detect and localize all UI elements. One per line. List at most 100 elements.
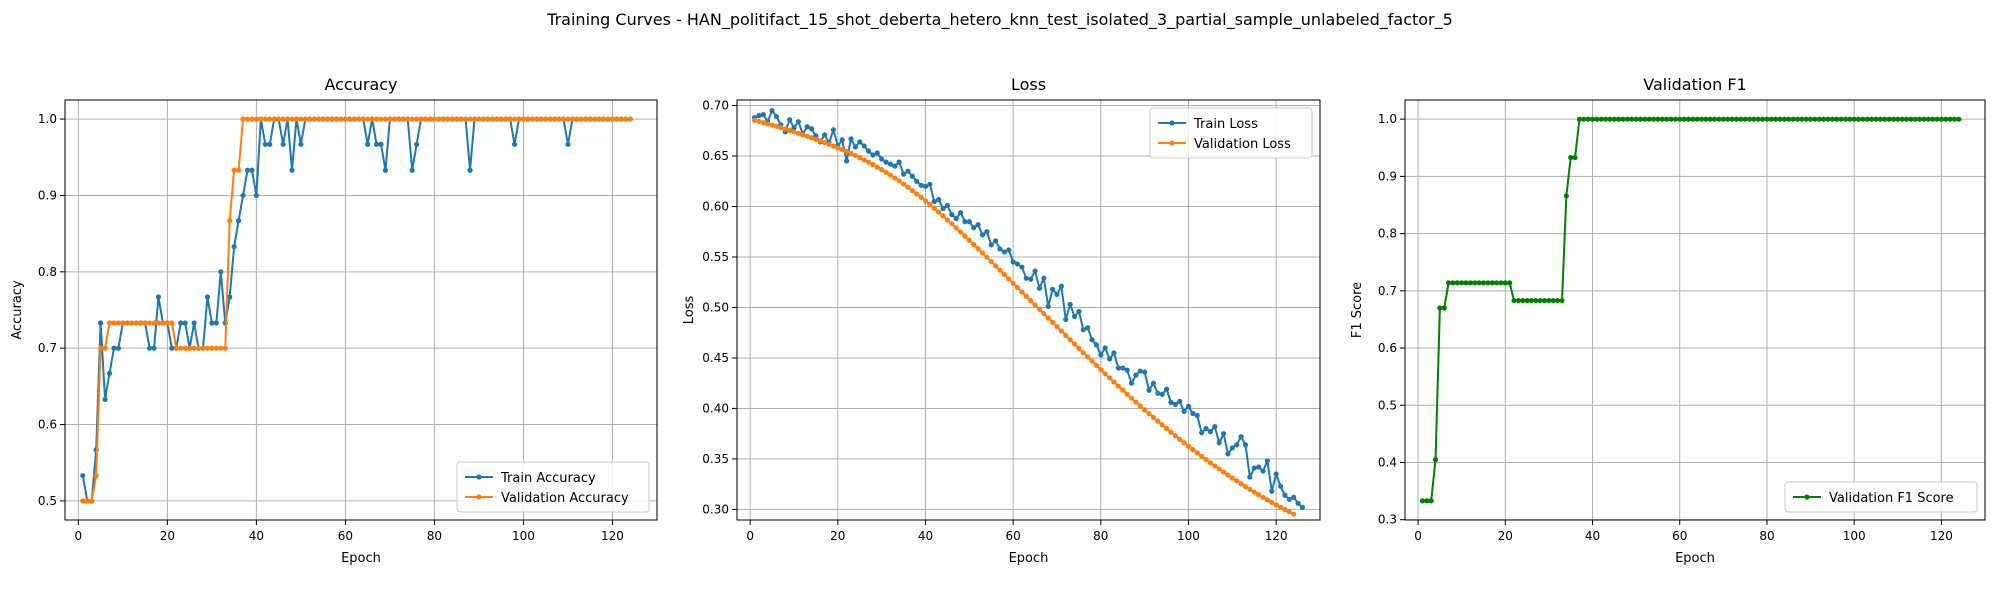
chart3-data-point — [1746, 116, 1753, 122]
chart1-data-point — [592, 116, 598, 122]
chart2-data-point — [1234, 478, 1240, 484]
chart2-xtick-label: 40 — [918, 529, 933, 543]
chart2-data-point — [914, 191, 920, 197]
chart2-data-point — [1194, 450, 1200, 456]
chart1-data-point — [605, 116, 611, 122]
chart3-data-point — [1703, 116, 1709, 122]
chart2-data-point — [1089, 337, 1095, 343]
chart1-data-point — [338, 116, 344, 122]
chart2-data-point — [1067, 301, 1073, 308]
chart1-data-point — [111, 320, 117, 326]
chart1-data-point — [369, 116, 375, 122]
chart2-data-point — [1203, 456, 1209, 463]
chart2-data-point — [1220, 469, 1227, 475]
chart3-panel: 0 20 40 60 80 100 120 0.3 0.4 0.5 0.6 0.7 0.8 0.9 1.0 V… — [1350, 75, 1986, 566]
chart2-data-point — [804, 133, 810, 139]
chart2-data-point — [1115, 365, 1121, 371]
chart3-data-point — [1847, 116, 1853, 122]
chart3-data-point — [1489, 280, 1495, 286]
chart1-series-1 — [80, 116, 633, 504]
chart1-data-point — [280, 141, 286, 147]
chart3-data-point — [1751, 116, 1757, 122]
chart2-data-point — [1295, 500, 1301, 506]
chart2-data-point — [1137, 368, 1143, 374]
chart2-data-point — [1098, 352, 1104, 358]
chart3-data-point — [1825, 116, 1831, 122]
chart3-legend-marker — [1804, 494, 1810, 500]
chart1-data-point — [489, 116, 495, 122]
chart2-data-point — [1282, 507, 1288, 513]
chart2-grid — [737, 100, 1320, 520]
chart2-data-point — [835, 145, 841, 151]
chart1-data-point — [187, 345, 193, 351]
chart2-data-point — [1212, 463, 1218, 469]
chart2-xtick-label: 80 — [1093, 529, 1108, 543]
chart2-data-point — [843, 158, 850, 164]
chart3-xtick-label: 60 — [1672, 529, 1687, 543]
chart1-data-point — [289, 116, 295, 122]
chart2-data-point — [1124, 367, 1130, 373]
chart1-data-point — [178, 320, 184, 326]
chart2-data-point — [1045, 303, 1051, 310]
chart2-legend-label: Train Loss — [1193, 117, 1258, 132]
chart3-data-point — [1755, 116, 1761, 122]
chart2-series-2-line — [754, 119, 1295, 515]
chart3-data-point — [1467, 280, 1474, 286]
chart3-data-point — [1633, 116, 1639, 122]
chart2-data-point — [852, 152, 858, 159]
chart2-data-point — [940, 213, 946, 219]
chart3-data-point — [1655, 116, 1661, 122]
chart3-data-point — [1908, 116, 1914, 122]
chart2-data-point — [1014, 261, 1021, 267]
chart1-data-point — [534, 116, 540, 122]
chart3-xtick-label: 80 — [1759, 529, 1774, 543]
chart2-legend-marker — [1169, 140, 1175, 146]
chart1-data-point — [138, 320, 144, 326]
chart2-series-2 — [751, 117, 1297, 517]
chart3-data-point — [1934, 116, 1940, 122]
chart3-data-point — [1428, 498, 1434, 504]
chart2-xtick-label: 120 — [1265, 529, 1288, 543]
chart3-data-point — [1568, 154, 1574, 161]
chart2-data-point — [922, 198, 929, 204]
chart2-data-point — [887, 172, 894, 178]
chart2-data-point — [1128, 395, 1135, 401]
chart1-data-point — [209, 345, 215, 351]
chart2-data-point — [756, 113, 762, 119]
chart1-data-point — [463, 116, 469, 122]
chart3-data-point — [1925, 116, 1931, 122]
chart2-ytick-label: 0.30 — [702, 502, 729, 516]
chart2-ytick-label: 0.35 — [702, 452, 729, 466]
chart2-data-point — [1106, 356, 1113, 362]
chart3-data-point — [1742, 116, 1748, 122]
chart1-data-point — [409, 116, 415, 122]
chart3-ytick-label: 0.3 — [1378, 513, 1397, 527]
chart2-data-point — [1260, 468, 1266, 474]
chart1-data-point — [200, 345, 206, 351]
chart2-data-point — [975, 222, 981, 228]
chart2-ytick-label: 0.60 — [702, 200, 729, 214]
chart2-data-point — [997, 267, 1003, 273]
chart2-data-point — [971, 225, 977, 231]
chart1-data-point — [169, 345, 175, 351]
chart1-data-point — [405, 116, 411, 122]
chart3-data-point — [1951, 116, 1958, 122]
chart1-data-point — [311, 116, 317, 122]
chart1-data-point — [498, 116, 504, 122]
chart1-data-point — [538, 116, 544, 122]
chart1-data-point — [485, 116, 491, 122]
chart2-data-point — [843, 148, 850, 154]
chart1-data-point — [382, 167, 389, 173]
chart2-data-point — [769, 108, 775, 114]
chart2-data-point — [1041, 275, 1047, 281]
chart1-data-point — [129, 320, 135, 326]
chart2-data-point — [984, 254, 990, 260]
chart1-data-point — [160, 320, 166, 326]
chart2-data-point — [1080, 327, 1086, 333]
chart1-xtick-label: 0 — [75, 529, 83, 543]
chart2-data-point — [1010, 259, 1016, 265]
chart1-ytick-label: 0.6 — [38, 418, 57, 432]
chart2-data-point — [1159, 422, 1165, 428]
chart3-data-point — [1869, 116, 1875, 122]
chart1-ytick-label: 0.5 — [38, 494, 57, 508]
